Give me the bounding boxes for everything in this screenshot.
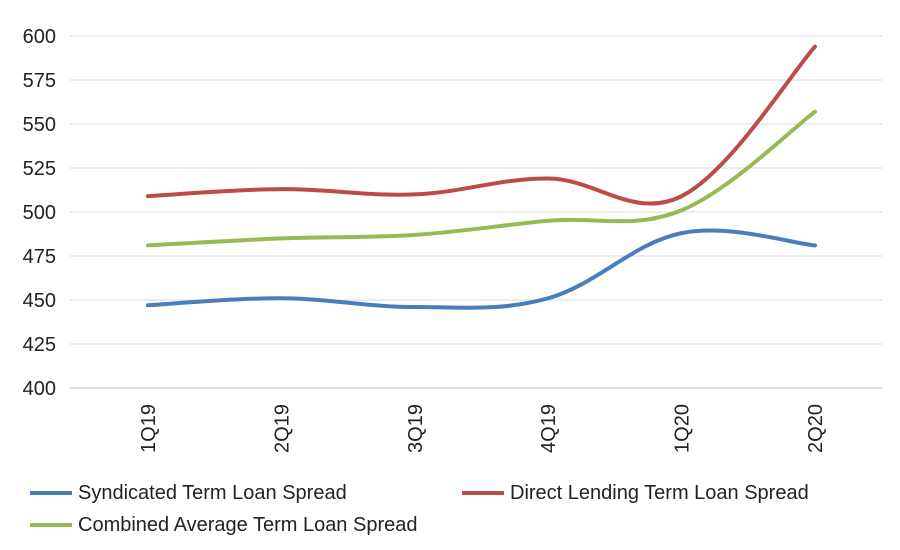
x-tick-label: 1Q19 bbox=[138, 404, 160, 453]
legend-label-syndicated: Syndicated Term Loan Spread bbox=[78, 481, 347, 504]
legend-swatch-syndicated bbox=[30, 491, 72, 495]
y-axis-ticks: 400 425 450 475 500 525 550 575 600 bbox=[23, 26, 56, 400]
series-line-combined-average-term-loan-spread bbox=[146, 109, 817, 248]
x-axis-ticks: 1Q19 2Q19 3Q19 4Q19 1Q20 2Q20 bbox=[138, 404, 827, 453]
series-lines bbox=[146, 44, 817, 310]
y-tick-label: 525 bbox=[23, 158, 56, 180]
x-tick-label: 3Q19 bbox=[405, 404, 427, 453]
x-tick-label: 1Q20 bbox=[672, 404, 694, 453]
y-tick-label: 450 bbox=[23, 290, 56, 312]
y-tick-label: 550 bbox=[23, 114, 56, 136]
y-tick-label: 500 bbox=[23, 202, 56, 224]
legend-label-direct-lending: Direct Lending Term Loan Spread bbox=[510, 481, 809, 504]
y-tick-label: 600 bbox=[23, 26, 56, 48]
legend-item-combined-average: Combined Average Term Loan Spread bbox=[30, 512, 417, 538]
legend-item-syndicated: Syndicated Term Loan Spread bbox=[30, 480, 347, 506]
x-tick-label: 2Q20 bbox=[805, 404, 827, 453]
legend-item-direct-lending: Direct Lending Term Loan Spread bbox=[462, 480, 809, 506]
y-tick-label: 400 bbox=[23, 378, 56, 400]
legend-swatch-direct-lending bbox=[462, 491, 504, 495]
legend: Syndicated Term Loan Spread Direct Lendi… bbox=[30, 478, 890, 544]
series-line-direct-lending-term-loan-spread bbox=[146, 44, 817, 206]
y-tick-label: 575 bbox=[23, 70, 56, 92]
y-tick-label: 475 bbox=[23, 246, 56, 268]
legend-swatch-combined-average bbox=[30, 523, 72, 527]
x-tick-label: 4Q19 bbox=[538, 404, 560, 453]
legend-label-combined-average: Combined Average Term Loan Spread bbox=[78, 513, 418, 536]
y-tick-label: 425 bbox=[23, 334, 56, 356]
line-chart: 400 425 450 475 500 525 550 575 600 1Q19 2Q19 3Q19… bbox=[23, 26, 882, 453]
x-tick-label: 2Q19 bbox=[271, 404, 293, 453]
series-line-syndicated-term-loan-spread bbox=[146, 228, 817, 310]
gridlines bbox=[70, 35, 882, 389]
